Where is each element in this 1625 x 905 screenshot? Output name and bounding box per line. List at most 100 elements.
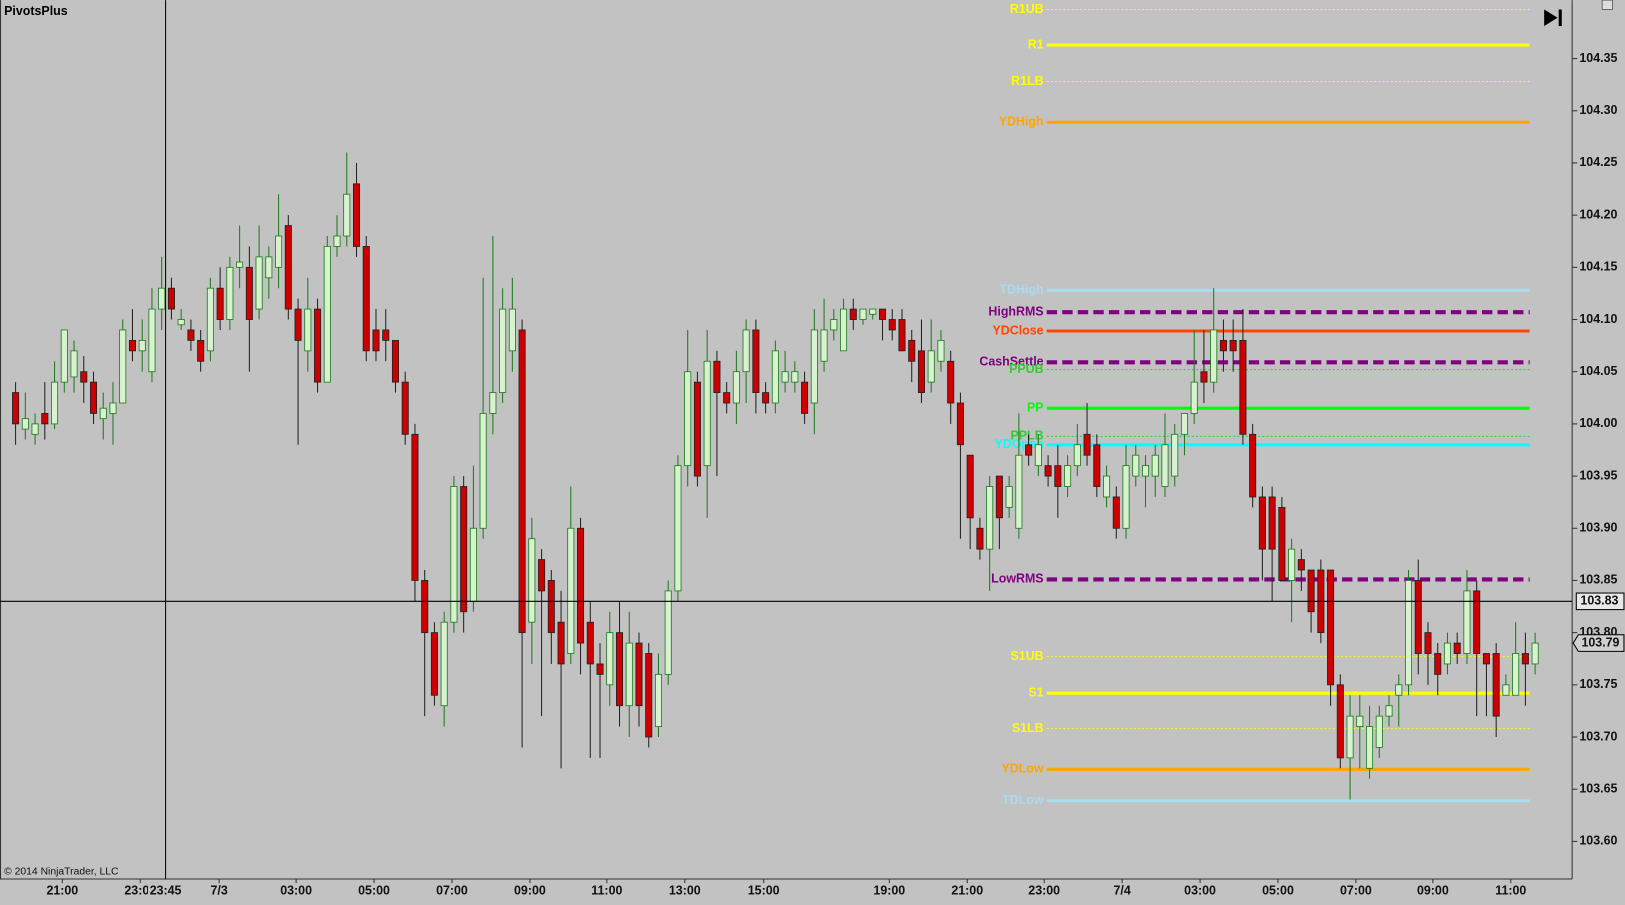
- x-tick-label: 03:00: [1184, 884, 1216, 898]
- candle-body: [830, 319, 838, 331]
- candle-body: [1015, 454, 1023, 529]
- play-icon[interactable]: [1544, 9, 1558, 27]
- pivot-label: CashSettle: [979, 355, 1043, 369]
- candle-body: [1200, 371, 1208, 383]
- x-tick-label: 07:00: [436, 884, 468, 898]
- candle-body: [1434, 653, 1442, 675]
- candle-body: [265, 256, 273, 279]
- scroll-to-end-button[interactable]: [1537, 4, 1567, 32]
- candle-body: [1414, 580, 1422, 654]
- candle-body: [284, 225, 292, 310]
- candle-body: [713, 360, 721, 393]
- x-tick-label: 11:00: [1495, 884, 1526, 898]
- candle-body: [596, 663, 604, 675]
- candle-body: [1210, 329, 1218, 383]
- candle-body: [177, 319, 185, 326]
- candle-body: [255, 256, 263, 310]
- ticks: 103.60103.65103.70103.75103.80103.85103.…: [46, 51, 1617, 898]
- candle-body: [615, 632, 624, 707]
- candle-body: [197, 339, 205, 362]
- pivot-label: HighRMS: [988, 304, 1043, 318]
- candle-body: [723, 392, 731, 404]
- candle-body: [119, 329, 127, 404]
- candle-body: [732, 371, 740, 404]
- y-tick-label: 103.65: [1579, 781, 1617, 795]
- candle-body: [752, 329, 760, 393]
- x-tick-label: 15:00: [748, 884, 780, 898]
- candle-body: [1424, 632, 1432, 654]
- candle-body: [109, 402, 117, 414]
- candle-body: [460, 486, 468, 613]
- pivot-label: PP: [1027, 401, 1044, 415]
- candle-body: [1366, 726, 1374, 769]
- candle-body: [820, 329, 828, 362]
- candle-body: [1151, 454, 1159, 477]
- candle-body: [158, 287, 166, 310]
- candle-body: [859, 308, 867, 320]
- x-tick-label: 7/4: [1113, 884, 1130, 898]
- candle-body: [956, 402, 964, 446]
- candle-body: [684, 371, 692, 467]
- candle-body: [947, 360, 955, 404]
- candle-body: [937, 339, 945, 362]
- candle-body: [60, 329, 68, 383]
- candle-body: [99, 407, 107, 420]
- candle-body: [1103, 475, 1111, 498]
- candle-body: [411, 433, 419, 581]
- candle-body: [577, 527, 585, 644]
- candle-body: [440, 621, 448, 707]
- y-tick-label: 103.95: [1579, 468, 1617, 482]
- end-bar-icon[interactable]: [1558, 9, 1562, 27]
- candle-body: [791, 371, 799, 383]
- y-tick-label: 103.60: [1579, 834, 1617, 848]
- candle-body: [21, 418, 29, 430]
- candle-body: [1336, 684, 1344, 759]
- candle-body: [1112, 496, 1120, 529]
- candle-body: [323, 246, 331, 383]
- x-tick-label: 19:00: [873, 884, 905, 898]
- candle-body: [801, 381, 809, 414]
- crosshair-x-label: 23:45: [150, 884, 182, 898]
- candle-body: [528, 538, 536, 623]
- candle-body: [1502, 684, 1510, 696]
- candle-body: [1473, 590, 1481, 654]
- candle-body: [294, 308, 302, 341]
- candle-body: [810, 329, 818, 404]
- pivot-label: TDHigh: [999, 283, 1043, 297]
- candle-body: [80, 371, 88, 383]
- candle-body: [304, 308, 312, 352]
- candle-body: [275, 235, 283, 268]
- candle-body: [450, 486, 458, 623]
- y-tick-label: 104.00: [1579, 416, 1617, 430]
- candle-body: [674, 465, 682, 592]
- candle-body: [1239, 339, 1247, 435]
- crosshair-y-label: 103.83: [1580, 594, 1618, 608]
- y-tick-label: 104.30: [1579, 103, 1617, 117]
- pivot-label: R1LB: [1011, 74, 1043, 88]
- corner-box[interactable]: [1601, 0, 1613, 10]
- candle-body: [898, 319, 906, 352]
- candle-body: [1073, 444, 1081, 467]
- pivot-label: PPUB: [1009, 362, 1044, 376]
- candle-body: [635, 642, 643, 707]
- candle-body: [12, 392, 20, 425]
- pivot-label: YDClose: [993, 323, 1044, 337]
- pivot-label: R1UB: [1010, 2, 1044, 16]
- x-tick-label: 7/3: [211, 884, 228, 898]
- candle-body: [1190, 381, 1198, 414]
- candle-body: [518, 329, 526, 634]
- candle-body: [343, 193, 351, 237]
- candle-body: [245, 266, 253, 320]
- last-price-box: [1572, 634, 1625, 652]
- candle-body: [1249, 433, 1257, 498]
- candle-body: [1132, 454, 1140, 477]
- candle-body: [1453, 642, 1461, 654]
- candle-body: [1064, 465, 1072, 487]
- candle-body: [41, 413, 49, 425]
- y-tick-label: 104.25: [1579, 155, 1617, 169]
- y-tick-label: 104.10: [1579, 312, 1617, 326]
- pivot-label: YDLow: [1002, 762, 1044, 776]
- candle-body: [314, 308, 322, 383]
- candle-body: [1005, 486, 1013, 508]
